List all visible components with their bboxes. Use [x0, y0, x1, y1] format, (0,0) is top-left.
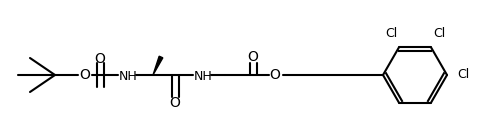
Text: O: O — [270, 68, 280, 82]
Text: NH: NH — [194, 70, 212, 83]
Text: Cl: Cl — [433, 27, 445, 40]
Text: NH: NH — [118, 70, 138, 83]
Text: O: O — [248, 50, 258, 64]
Text: Cl: Cl — [457, 68, 469, 82]
Text: O: O — [170, 96, 180, 110]
Text: O: O — [94, 52, 106, 66]
Text: O: O — [80, 68, 90, 82]
Polygon shape — [153, 56, 163, 75]
Text: Cl: Cl — [385, 27, 397, 40]
